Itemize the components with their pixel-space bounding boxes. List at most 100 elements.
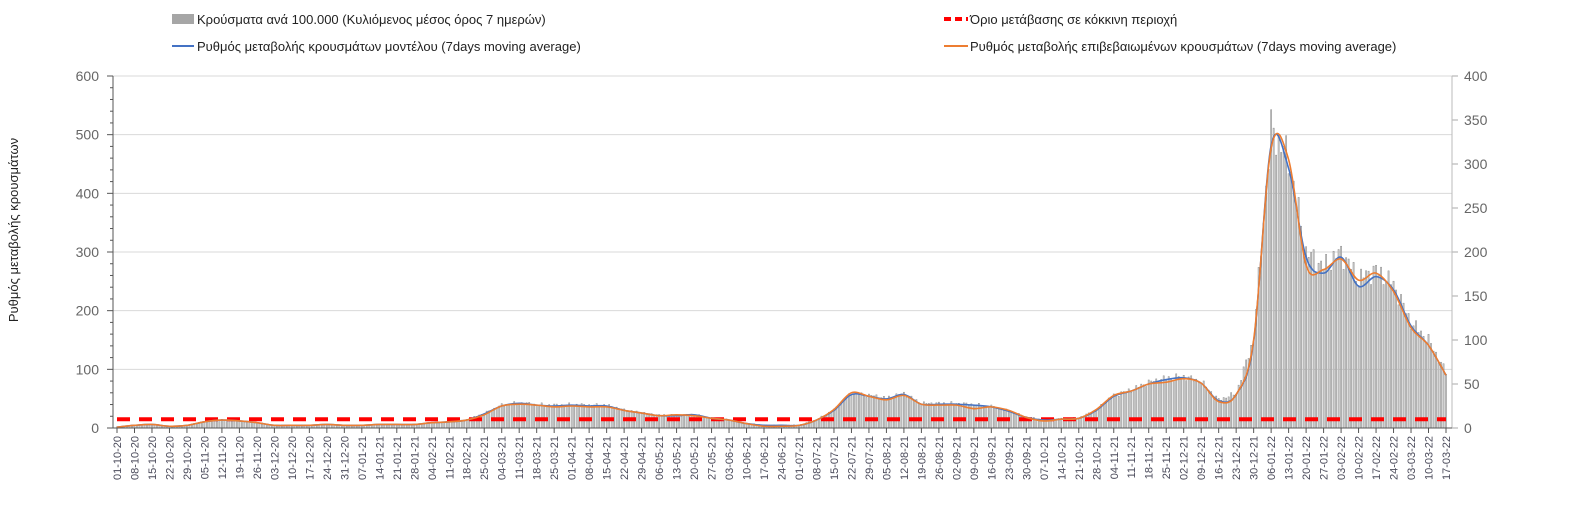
bar bbox=[1110, 397, 1113, 429]
bar bbox=[640, 413, 643, 429]
bar bbox=[1207, 389, 1210, 429]
bar bbox=[928, 403, 930, 429]
bar bbox=[930, 402, 933, 429]
bar bbox=[1170, 378, 1173, 429]
bar bbox=[1322, 269, 1325, 429]
bar bbox=[953, 403, 955, 429]
bar bbox=[1302, 250, 1305, 429]
x-tick-label: 29-07-21 bbox=[864, 436, 876, 480]
x-tick-label: 25-03-21 bbox=[549, 436, 561, 480]
x-tick-label: 24-06-21 bbox=[777, 436, 789, 480]
bar bbox=[540, 402, 543, 429]
bar bbox=[1402, 302, 1405, 429]
bar bbox=[528, 402, 531, 429]
bar bbox=[1187, 376, 1190, 429]
bar bbox=[1272, 127, 1275, 429]
bar bbox=[1330, 269, 1332, 429]
bar bbox=[1107, 397, 1110, 429]
bar bbox=[555, 403, 558, 429]
bar bbox=[1357, 285, 1360, 429]
line-series bbox=[116, 132, 1447, 428]
bar bbox=[1097, 407, 1100, 429]
bar bbox=[1407, 313, 1410, 429]
bar bbox=[520, 402, 523, 429]
bar bbox=[1425, 342, 1427, 429]
bar bbox=[728, 419, 730, 429]
x-tick-label: 14-01-21 bbox=[374, 436, 386, 480]
bar bbox=[873, 395, 875, 429]
bar bbox=[1267, 169, 1270, 429]
bar bbox=[1340, 245, 1342, 429]
bar bbox=[1350, 269, 1352, 429]
bar bbox=[1375, 264, 1377, 429]
bar bbox=[1012, 412, 1015, 429]
bar bbox=[958, 403, 960, 429]
bar bbox=[1132, 389, 1135, 429]
bar bbox=[868, 393, 870, 429]
bar bbox=[213, 420, 216, 429]
bar bbox=[1262, 223, 1265, 429]
bar bbox=[685, 413, 688, 429]
bar bbox=[890, 396, 893, 429]
x-tick-label: 28-01-21 bbox=[409, 436, 421, 480]
x-tick-label: 30-12-21 bbox=[1249, 436, 1261, 480]
bar bbox=[1390, 284, 1392, 429]
x-tick-label: 16-12-21 bbox=[1214, 436, 1226, 480]
bar bbox=[683, 414, 685, 429]
bar bbox=[1145, 386, 1148, 429]
x-tick-label: 16-09-21 bbox=[986, 436, 998, 480]
bar bbox=[503, 405, 506, 429]
bar bbox=[1315, 272, 1317, 429]
x-tick-label: 10-06-21 bbox=[742, 436, 754, 480]
x-tick-label: 18-03-21 bbox=[532, 436, 544, 480]
bar bbox=[910, 395, 913, 429]
x-tick-label: 20-05-21 bbox=[689, 436, 701, 480]
legend-label-threshold: Όριο μετάβασης σε κόκκινη περιοχή bbox=[969, 12, 1177, 27]
x-tick-label: 10-02-22 bbox=[1354, 436, 1366, 480]
bar bbox=[705, 416, 708, 429]
x-tick-label: 11-11-21 bbox=[1126, 436, 1138, 478]
x-tick-label: 27-05-21 bbox=[707, 436, 719, 480]
bar bbox=[1405, 313, 1407, 429]
bar bbox=[935, 402, 938, 429]
bar bbox=[1365, 270, 1367, 429]
x-tick-label: 17-06-21 bbox=[759, 436, 771, 480]
bar bbox=[1192, 380, 1195, 429]
bar bbox=[1347, 258, 1350, 429]
bar bbox=[923, 401, 925, 429]
x-tick-label: 03-03-22 bbox=[1406, 436, 1418, 480]
bar bbox=[518, 403, 521, 429]
bar bbox=[1142, 384, 1145, 429]
x-tick-label: 22-04-21 bbox=[619, 436, 631, 480]
bar bbox=[925, 403, 928, 429]
bar bbox=[530, 405, 533, 429]
axes: 0 100 200 300 400 500 600 0 50 100 150 200 250 300 350… bbox=[76, 68, 1488, 436]
bar bbox=[863, 394, 865, 429]
y-axis-title: Ρυθμός μεταβολής κρουσμάτων bbox=[6, 138, 21, 322]
bar bbox=[730, 420, 733, 429]
bar bbox=[675, 414, 678, 429]
x-tick-label: 04-02-21 bbox=[427, 436, 439, 480]
bar bbox=[878, 398, 880, 429]
bar bbox=[888, 395, 890, 429]
bar bbox=[1112, 393, 1115, 429]
x-tick-label: 23-09-21 bbox=[1004, 436, 1016, 480]
x-tick-label: 11-03-21 bbox=[514, 436, 526, 479]
y-tick-label: 0 bbox=[91, 420, 99, 436]
bar bbox=[256, 422, 258, 429]
bar bbox=[980, 405, 983, 429]
bar bbox=[708, 418, 710, 429]
x-tick-label: 18-02-21 bbox=[462, 436, 474, 480]
bar bbox=[543, 404, 546, 429]
bar bbox=[1362, 277, 1365, 429]
bar bbox=[990, 404, 993, 429]
bar bbox=[1220, 399, 1223, 429]
bar bbox=[443, 421, 446, 429]
x-tick-label: 22-07-21 bbox=[846, 436, 858, 480]
bar bbox=[860, 392, 863, 429]
bar bbox=[583, 404, 585, 429]
bar bbox=[548, 404, 551, 429]
bar bbox=[1335, 258, 1337, 429]
bar bbox=[578, 405, 581, 429]
